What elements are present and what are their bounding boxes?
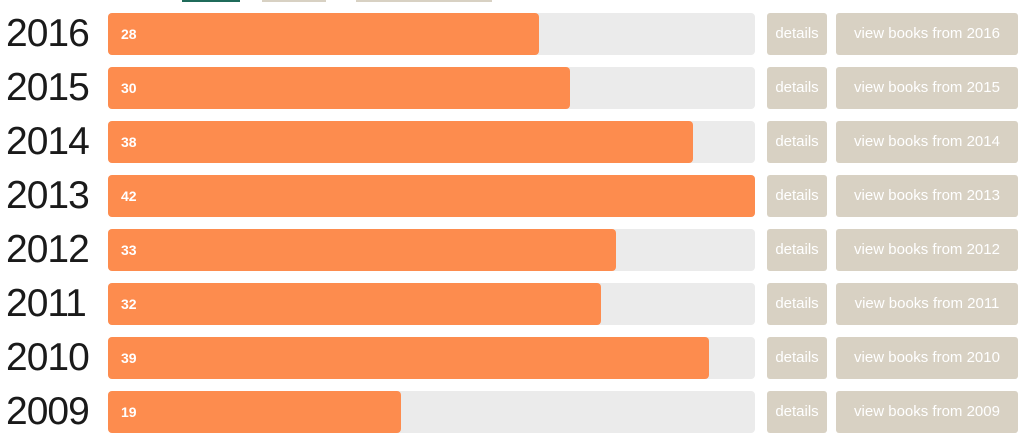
bar-track: 28: [108, 13, 755, 55]
bar-track: 42: [108, 175, 755, 217]
details-button[interactable]: details: [767, 13, 827, 55]
details-button[interactable]: details: [767, 283, 827, 325]
bar: [108, 67, 571, 109]
value-label: 42: [121, 188, 137, 204]
bar: [108, 391, 401, 433]
year-label: 2012: [6, 228, 90, 271]
details-button[interactable]: details: [767, 121, 827, 163]
details-button[interactable]: details: [767, 67, 827, 109]
top-button-edge: [182, 0, 240, 2]
bar: [108, 175, 755, 217]
bar-track: 30: [108, 67, 755, 109]
year-label: 2011: [6, 282, 87, 325]
view-books-button[interactable]: view books from 2010: [836, 337, 1018, 379]
view-books-button[interactable]: view books from 2014: [836, 121, 1018, 163]
year-label: 2014: [6, 120, 90, 163]
details-button[interactable]: details: [767, 391, 827, 433]
view-books-button[interactable]: view books from 2013: [836, 175, 1018, 217]
details-button[interactable]: details: [767, 229, 827, 271]
bar: [108, 229, 617, 271]
year-label: 2016: [6, 12, 90, 55]
view-books-button[interactable]: view books from 2011: [836, 283, 1018, 325]
bar-track: 32: [108, 283, 755, 325]
year-label: 2015: [6, 66, 90, 109]
year-label: 2009: [6, 390, 90, 433]
view-books-button[interactable]: view books from 2016: [836, 13, 1018, 55]
bar-track: 19: [108, 391, 755, 433]
bar: [108, 121, 694, 163]
value-label: 19: [121, 404, 137, 420]
top-button-edge: [262, 0, 326, 2]
bar: [108, 283, 601, 325]
bar-track: 33: [108, 229, 755, 271]
bar: [108, 13, 540, 55]
view-books-button[interactable]: view books from 2012: [836, 229, 1018, 271]
value-label: 39: [121, 350, 137, 366]
top-button-edge: [356, 0, 492, 2]
details-button[interactable]: details: [767, 337, 827, 379]
view-books-button[interactable]: view books from 2015: [836, 67, 1018, 109]
value-label: 33: [121, 242, 137, 258]
view-books-button[interactable]: view books from 2009: [836, 391, 1018, 433]
bar-track: 38: [108, 121, 755, 163]
value-label: 32: [121, 296, 137, 312]
bar: [108, 337, 709, 379]
value-label: 28: [121, 26, 137, 42]
details-button[interactable]: details: [767, 175, 827, 217]
value-label: 30: [121, 80, 137, 96]
value-label: 38: [121, 134, 137, 150]
year-label: 2013: [6, 174, 90, 217]
year-label: 2010: [6, 336, 90, 379]
bar-track: 39: [108, 337, 755, 379]
